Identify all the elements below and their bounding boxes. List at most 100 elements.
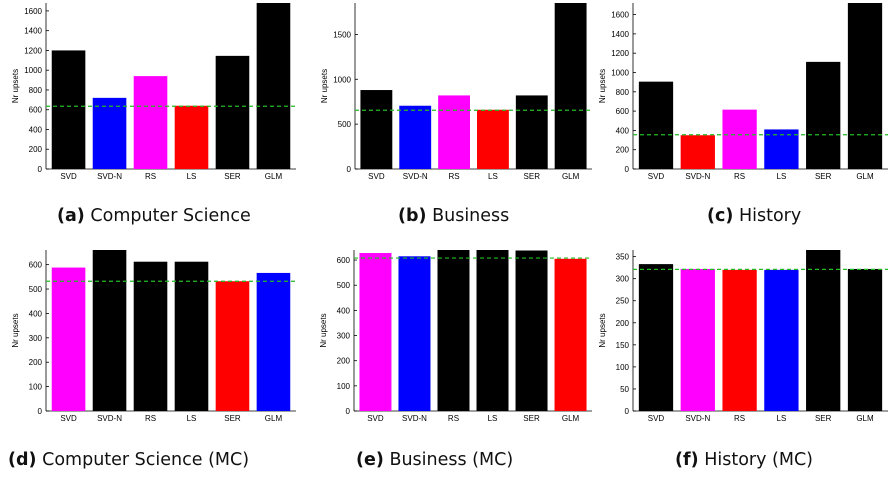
x-tick-label-a: SVD (60, 172, 77, 181)
y-tick-label-c: 1000 (611, 68, 629, 77)
bar-a-svd (52, 50, 86, 169)
y-tick-label-e: 0 (346, 407, 351, 416)
caption-tag-c: (c) (707, 206, 733, 226)
y-tick-label-a: 400 (29, 125, 43, 134)
bar-b-svd (360, 90, 392, 169)
bar-b-svd-n (399, 106, 431, 169)
bar-d-glm (257, 273, 291, 411)
y-tick-label-e: 200 (337, 357, 351, 366)
x-tick-label-d: LS (187, 414, 197, 423)
bar-f-svd-n (681, 269, 715, 411)
x-tick-label-f: LS (777, 414, 787, 423)
x-tick-label-d: SER (224, 414, 241, 423)
panel-c: 0 200 400 600 800 1000 1200 1400 1600 Nr upsets SV… (592, 0, 888, 241)
y-tick-label-a: 0 (38, 165, 43, 174)
bar-d-rs (134, 262, 168, 411)
y-tick-label-a: 200 (29, 145, 43, 154)
chart-c: 0 200 400 600 800 1000 1200 1400 1600 Nr upsets SV… (592, 0, 888, 241)
y-axis-label-c: Nr upsets (598, 69, 607, 103)
bar-b-ser (516, 95, 548, 169)
y-tick-label-c: 800 (616, 88, 630, 97)
bar-c-glm (848, 3, 882, 169)
y-tick-label-e: 600 (337, 256, 351, 265)
x-tick-label-b: GLM (562, 172, 580, 181)
y-tick-label-f: 250 (616, 297, 630, 306)
caption-c: (c) History (707, 206, 801, 226)
y-tick-label-b: 1500 (333, 30, 351, 39)
caption-b: (b) Business (398, 206, 509, 226)
chart-e: 0 100 200 300 400 500 600 Nr upsets SVD SVD-N RS LS… (296, 241, 592, 482)
y-tick-label-e: 500 (337, 281, 351, 290)
x-tick-label-e: RS (448, 414, 459, 423)
y-tick-label-f: 300 (616, 275, 630, 284)
x-tick-label-c: LS (777, 172, 787, 181)
x-tick-label-e: SVD-N (402, 414, 427, 423)
caption-tag-d: (d) (8, 450, 37, 470)
y-tick-label-b: 500 (338, 120, 352, 129)
y-tick-label-b: 0 (347, 165, 352, 174)
chart-b: 0 500 1000 1500 Nr upsets SVD SVD-N RS LS SER GLM (296, 0, 592, 241)
x-tick-label-e: GLM (562, 414, 580, 423)
x-tick-label-b: SER (524, 172, 541, 181)
x-tick-label-f: GLM (856, 414, 874, 423)
x-tick-label-d: RS (145, 414, 156, 423)
x-tick-label-f: RS (734, 414, 745, 423)
y-tick-label-c: 400 (616, 126, 630, 135)
caption-tag-e: (e) (356, 450, 384, 470)
x-tick-label-d: SVD-N (97, 414, 122, 423)
y-axis-label-f: Nr upsets (598, 313, 607, 347)
x-tick-label-a: SVD-N (97, 172, 122, 181)
y-tick-label-d: 100 (29, 383, 43, 392)
y-axis-label-d: Nr upsets (11, 313, 20, 347)
bar-d-svd-n (93, 250, 127, 411)
panel-e: 0 100 200 300 400 500 600 Nr upsets SVD SVD-N RS LS… (296, 241, 592, 482)
x-tick-label-a: RS (145, 172, 156, 181)
caption-tag-f: (f) (675, 450, 699, 470)
x-tick-label-e: LS (488, 414, 498, 423)
caption-text-f: History (MC) (704, 450, 813, 470)
x-tick-label-c: SVD-N (685, 172, 710, 181)
caption-text-e: Business (MC) (389, 450, 513, 470)
y-tick-label-d: 0 (38, 407, 43, 416)
x-tick-label-f: SVD-N (685, 414, 710, 423)
y-axis-label-b: Nr upsets (320, 69, 329, 103)
x-tick-label-b: LS (488, 172, 498, 181)
bar-c-ls (764, 129, 798, 169)
y-tick-label-f: 100 (616, 363, 630, 372)
panel-a: 0 200 400 600 800 1000 1200 1400 1600 Nr upsets SV… (0, 0, 296, 241)
bar-a-ls (175, 106, 209, 169)
y-axis-label-e: Nr upsets (319, 313, 328, 347)
y-tick-label-c: 200 (616, 146, 630, 155)
bar-e-glm (555, 259, 587, 411)
bar-f-ls (764, 270, 798, 411)
y-tick-label-d: 300 (29, 334, 43, 343)
x-tick-label-c: RS (734, 172, 745, 181)
chart-f: 0 50 100 150 200 250 300 350 Nr upsets SVD SVD-N RS… (592, 241, 888, 482)
y-tick-label-f: 50 (620, 385, 629, 394)
x-tick-label-f: SVD (648, 414, 665, 423)
panel-f: 0 50 100 150 200 250 300 350 Nr upsets SVD SVD-N RS… (592, 241, 888, 482)
bar-c-svd-n (681, 135, 715, 169)
x-tick-label-c: SVD (648, 172, 665, 181)
y-tick-label-e: 300 (337, 332, 351, 341)
bar-d-ls (175, 262, 209, 411)
y-tick-label-e: 100 (337, 382, 351, 391)
bar-c-rs (722, 110, 756, 169)
caption-e: (e) Business (MC) (356, 450, 513, 470)
bar-f-ser (806, 250, 840, 411)
bar-c-svd (639, 82, 673, 169)
y-tick-label-f: 350 (616, 253, 630, 262)
x-tick-label-e: SER (523, 414, 540, 423)
caption-tag-a: (a) (57, 206, 85, 226)
y-tick-label-a: 1000 (24, 66, 42, 75)
bar-d-svd (52, 268, 86, 411)
caption-text-d: Computer Science (MC) (42, 450, 249, 470)
bar-e-svd (359, 253, 391, 411)
y-tick-label-d: 400 (29, 309, 43, 318)
y-axis-label-a: Nr upsets (11, 69, 20, 103)
y-tick-label-d: 500 (29, 285, 43, 294)
x-tick-label-a: SER (224, 172, 241, 181)
caption-text-a: Computer Science (90, 206, 250, 226)
bar-f-svd (639, 264, 673, 411)
